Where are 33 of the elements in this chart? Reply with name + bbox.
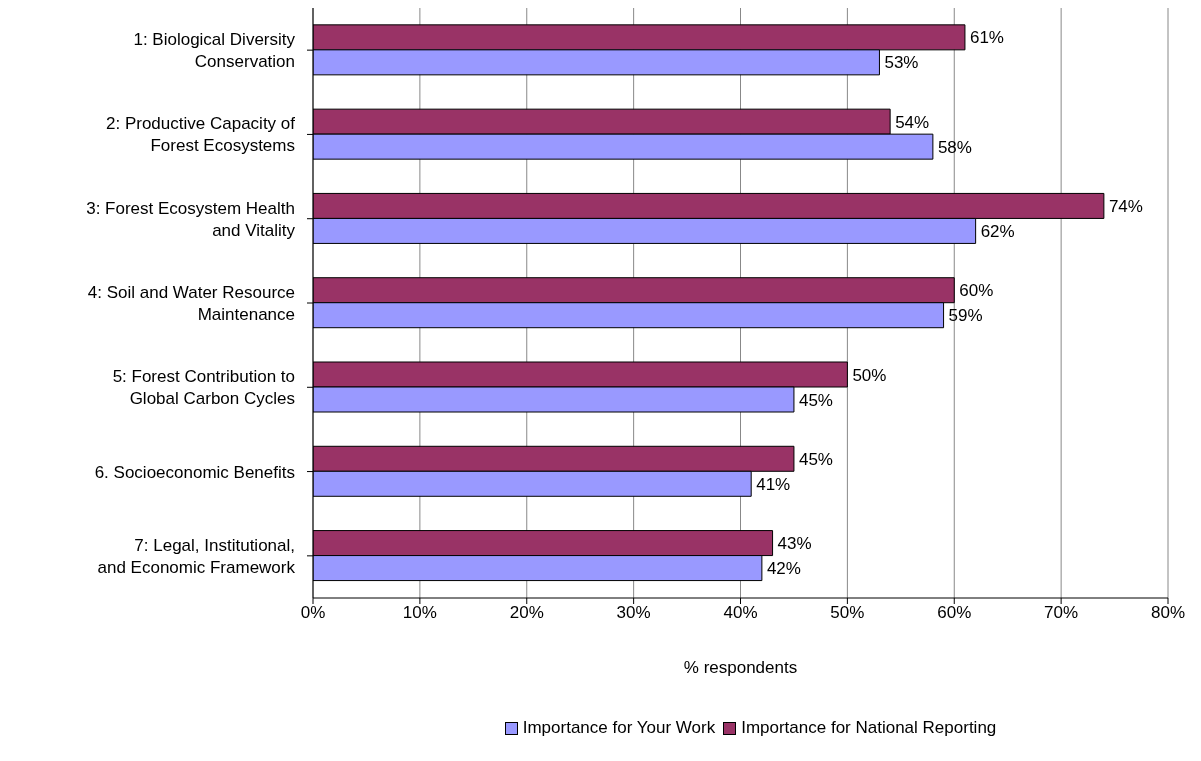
y-tick-label: 7: Legal, Institutional, and Economic Framework xyxy=(97,535,296,577)
legend-label: Importance for Your Work xyxy=(521,718,716,738)
data-label: 54% xyxy=(895,112,930,132)
legend-label: Importance for National Reporting xyxy=(740,718,997,738)
data-label: 61% xyxy=(969,28,1004,48)
data-label: 45% xyxy=(798,390,833,410)
data-label: 59% xyxy=(948,306,983,326)
data-label: 41% xyxy=(756,474,791,494)
data-label: 50% xyxy=(852,365,887,385)
y-tick-label: 4: Soil and Water Resource Maintenance xyxy=(87,282,295,324)
y-tick-label: 2: Productive Capacity of Forest Ecosystems xyxy=(106,113,296,155)
x-tick-label: 60% xyxy=(937,603,972,623)
x-tick-label: 40% xyxy=(723,603,758,623)
y-tick-label: 5: Forest Contribution to Global Carbon Cycles xyxy=(112,366,295,408)
data-label: 58% xyxy=(937,137,972,157)
data-label: 42% xyxy=(766,559,801,579)
y-tick-label: 1: Biological Diversity Conservation xyxy=(133,29,296,71)
y-tick-label: 3: Forest Ecosystem Health and Vitality xyxy=(86,198,296,240)
x-axis-title: % respondents xyxy=(683,658,798,677)
data-label: 53% xyxy=(884,53,919,73)
x-tick-label: 30% xyxy=(616,603,651,623)
data-label: 45% xyxy=(798,449,833,469)
x-tick-label: 80% xyxy=(1150,603,1186,623)
data-label: 43% xyxy=(777,534,812,554)
x-tick-label: 0% xyxy=(300,603,326,623)
data-label: 60% xyxy=(959,281,994,301)
y-tick-label: 6. Socioeconomic Benefits xyxy=(94,462,295,482)
x-tick-label: 50% xyxy=(830,603,865,623)
x-tick-label: 70% xyxy=(1044,603,1079,623)
data-label: 62% xyxy=(980,221,1015,241)
x-tick-label: 10% xyxy=(402,603,437,623)
data-label: 74% xyxy=(1108,196,1143,216)
x-tick-label: 20% xyxy=(509,603,544,623)
